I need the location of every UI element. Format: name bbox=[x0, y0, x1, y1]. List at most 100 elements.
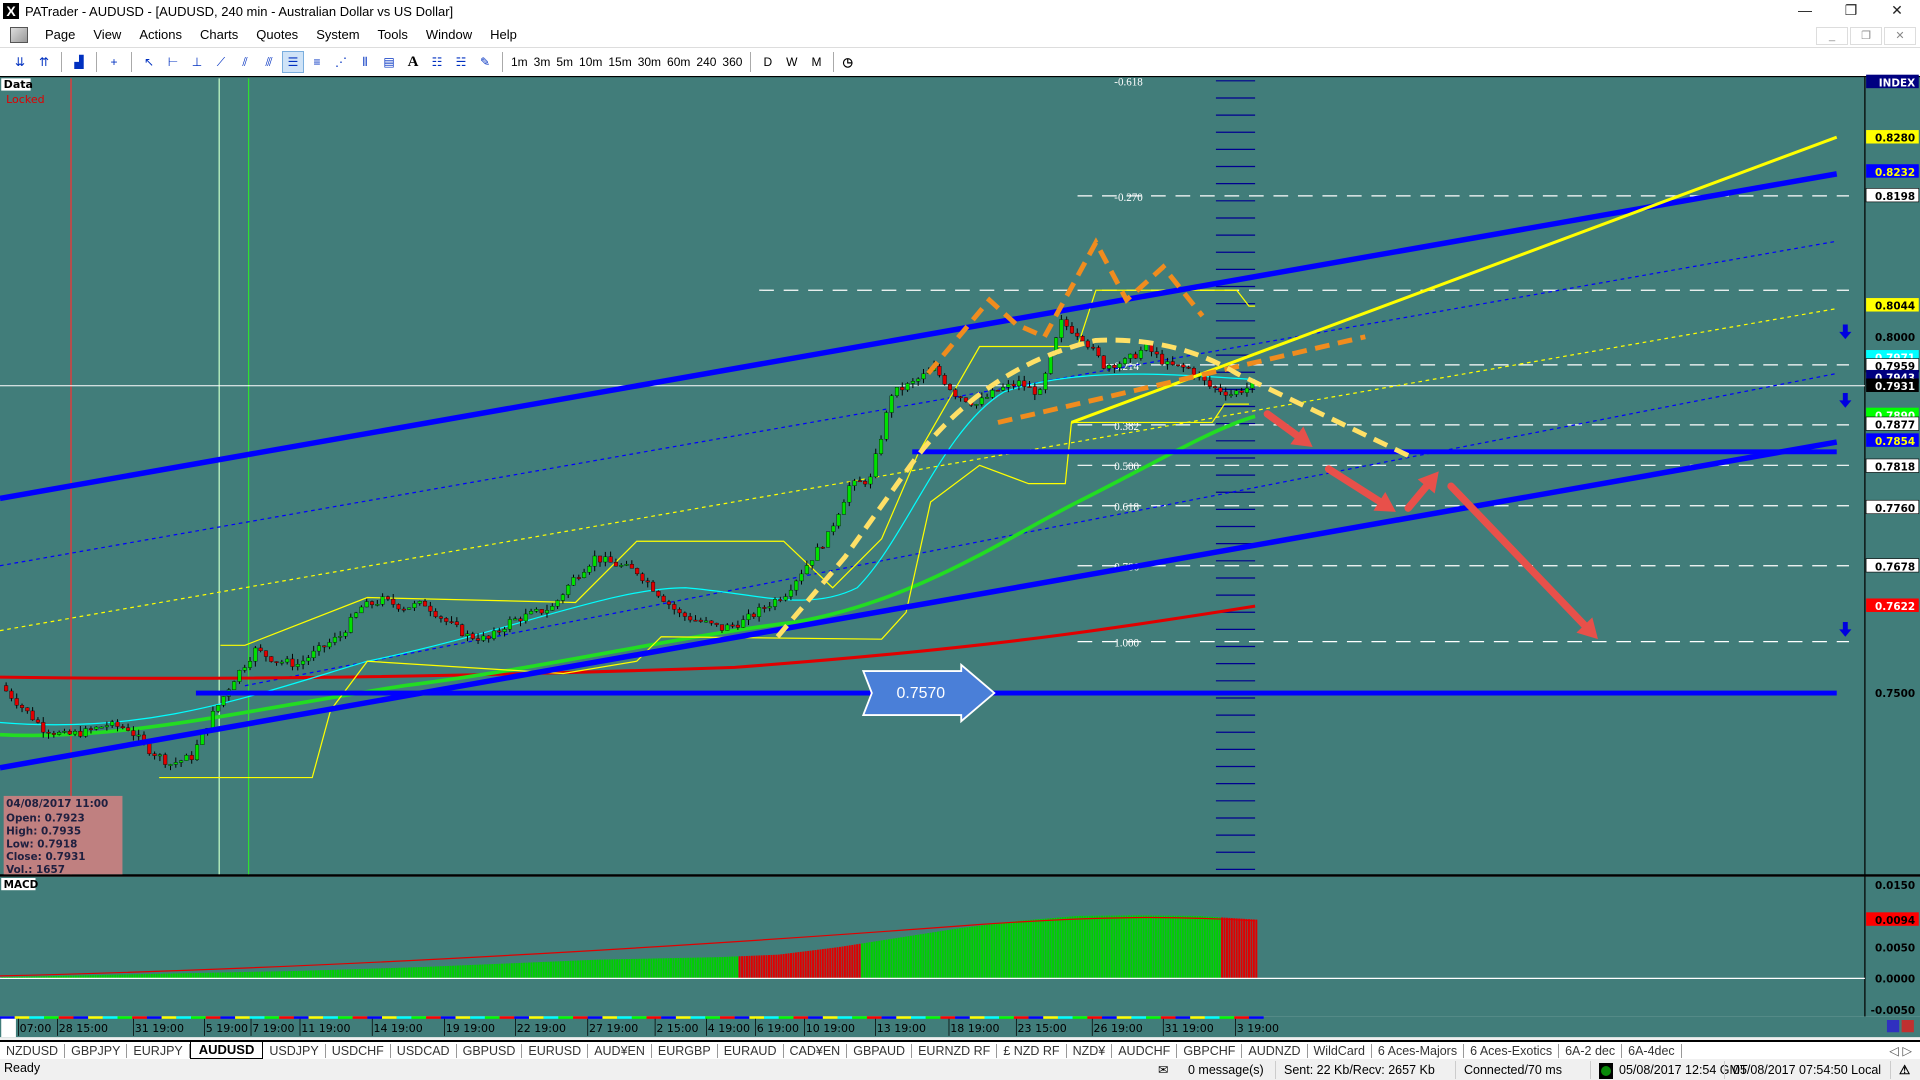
price-label-bg bbox=[1866, 164, 1919, 178]
close-button[interactable]: ✕ bbox=[1891, 2, 1903, 18]
horizontal-line-icon[interactable]: ⊢ bbox=[167, 55, 179, 69]
mail-icon[interactable]: ✉ bbox=[1158, 1063, 1169, 1077]
symbol-tab[interactable]: GBPAUD bbox=[847, 1043, 913, 1058]
symbol-tab[interactable]: GBPUSD bbox=[457, 1043, 523, 1058]
vertical-line-icon[interactable]: ⊥ bbox=[191, 55, 203, 69]
symbol-tab[interactable]: EURGBP bbox=[652, 1043, 718, 1058]
menu-actions[interactable]: Actions bbox=[139, 27, 182, 42]
candle-body bbox=[168, 764, 173, 766]
candle-body bbox=[115, 721, 120, 727]
session-color-bar bbox=[734, 1016, 750, 1019]
timeframe-1m[interactable]: 1m bbox=[511, 55, 528, 69]
histogram-icon[interactable]: ▤ bbox=[383, 55, 395, 69]
menu-system[interactable]: System bbox=[316, 27, 360, 42]
session-color-bar bbox=[176, 1016, 192, 1019]
mdi-close-button[interactable]: ✕ bbox=[1884, 27, 1916, 45]
mdi-minimize-button[interactable]: _ bbox=[1816, 27, 1848, 45]
zoom-in-icon[interactable]: ⇈ bbox=[38, 55, 50, 69]
symbol-tab[interactable]: 6A-4dec bbox=[1622, 1043, 1682, 1058]
session-color-bar bbox=[1102, 1016, 1117, 1019]
symbol-tab[interactable]: NZD¥ bbox=[1067, 1043, 1113, 1058]
zoom-out-icon[interactable]: ⇊ bbox=[14, 55, 26, 69]
regression-channel-icon[interactable]: ⫻ bbox=[265, 54, 273, 69]
symbol-tab[interactable]: £ NZD RF bbox=[997, 1043, 1067, 1058]
draw-pen-icon[interactable]: ✎ bbox=[479, 55, 491, 69]
timeframe-240[interactable]: 240 bbox=[696, 55, 717, 69]
warning-icon[interactable]: ⚠ bbox=[1890, 1061, 1910, 1079]
timeframe-30m[interactable]: 30m bbox=[637, 55, 662, 69]
menu-tools[interactable]: Tools bbox=[377, 27, 408, 42]
candle-body bbox=[953, 389, 958, 397]
timeframe-10m[interactable]: 10m bbox=[579, 55, 603, 69]
candle-body bbox=[1096, 347, 1101, 357]
menu-help[interactable]: Help bbox=[490, 27, 517, 42]
symbol-tab[interactable]: AUD¥EN bbox=[588, 1043, 652, 1058]
time-scroll-handle[interactable] bbox=[1, 1018, 16, 1038]
menu-quotes[interactable]: Quotes bbox=[256, 27, 299, 42]
menu-page[interactable]: Page bbox=[45, 27, 76, 42]
mdi-restore-button[interactable]: ❐ bbox=[1850, 27, 1882, 45]
price-label-bg bbox=[1866, 378, 1919, 392]
symbol-tab[interactable]: USDJPY bbox=[263, 1043, 326, 1058]
symbol-tab[interactable]: WildCard bbox=[1308, 1043, 1372, 1058]
symbol-tab[interactable]: USDCHF bbox=[326, 1043, 391, 1058]
menu-charts[interactable]: Charts bbox=[199, 27, 239, 42]
candle-body bbox=[269, 656, 274, 662]
clock-icon[interactable]: ◷ bbox=[842, 55, 853, 69]
timeframe-60m[interactable]: 60m bbox=[667, 55, 691, 69]
symbol-tab[interactable]: EURAUD bbox=[718, 1043, 784, 1058]
price-axis-label: 0.7678 bbox=[1875, 561, 1915, 573]
pat-icon[interactable]: ☷ bbox=[431, 55, 443, 69]
pointer-icon[interactable]: ↖ bbox=[143, 55, 155, 69]
restore-button[interactable]: ❐ bbox=[1844, 2, 1858, 18]
symbol-tab[interactable]: GBPCHF bbox=[1177, 1043, 1243, 1058]
fibonacci-extension-icon[interactable]: ≡ bbox=[313, 55, 321, 69]
indicator-icon[interactable]: ▟ bbox=[74, 55, 84, 69]
chart-app-icon[interactable] bbox=[10, 26, 28, 43]
timeframe-360[interactable]: 360 bbox=[722, 55, 743, 69]
symbol-tab[interactable]: AUDUSD bbox=[189, 1042, 264, 1059]
candle-body bbox=[672, 604, 677, 610]
symbol-tab[interactable]: AUDNZD bbox=[1242, 1043, 1308, 1058]
symbol-tab[interactable]: 6 Aces-Majors bbox=[1372, 1043, 1465, 1058]
fibonacci-retracement-icon[interactable]: ☰ bbox=[282, 51, 304, 73]
timeframe-15m[interactable]: 15m bbox=[608, 55, 632, 69]
price-label-bg bbox=[1865, 188, 1920, 203]
symbol-tab[interactable]: 6A-2 dec bbox=[1559, 1043, 1623, 1058]
session-color-bar bbox=[249, 1016, 265, 1019]
period-W[interactable]: W bbox=[786, 55, 798, 69]
symbol-tab[interactable]: NZDUSD bbox=[0, 1043, 66, 1058]
menu-view[interactable]: View bbox=[93, 27, 122, 42]
scroll-left-button[interactable] bbox=[1886, 1020, 1900, 1033]
timeframe-5m[interactable]: 5m bbox=[556, 55, 574, 69]
status-messages[interactable]: 0 message(s) bbox=[1188, 1063, 1264, 1077]
symbol-tab[interactable]: AUDCHF bbox=[1112, 1043, 1178, 1058]
period-M[interactable]: M bbox=[811, 55, 822, 69]
symbol-tab[interactable]: GBPJPY bbox=[65, 1043, 128, 1058]
rsi-icon[interactable]: ☵ bbox=[455, 55, 467, 69]
symbol-tab[interactable]: EURJPY bbox=[127, 1043, 190, 1058]
scroll-right-button[interactable] bbox=[1901, 1020, 1914, 1033]
symbol-tab[interactable]: CAD¥EN bbox=[784, 1043, 848, 1058]
macd-axis-label: 0.0050 bbox=[1875, 942, 1915, 954]
gann-fan-icon[interactable]: ⋰ bbox=[335, 55, 347, 69]
crosshair-icon[interactable]: + bbox=[110, 55, 118, 69]
period-D[interactable]: D bbox=[763, 55, 773, 69]
candle-body bbox=[465, 633, 470, 636]
symbol-tab[interactable]: EURNZD RF bbox=[912, 1043, 998, 1058]
session-color-bar bbox=[999, 1016, 1014, 1019]
channel-icon[interactable]: ⫽ bbox=[242, 54, 248, 69]
minimize-button[interactable]: — bbox=[1798, 2, 1812, 18]
text-icon[interactable]: A bbox=[407, 53, 419, 70]
symbol-tab[interactable]: 6 Aces-Exotics bbox=[1464, 1043, 1560, 1058]
symbol-tab[interactable]: EURUSD bbox=[522, 1043, 589, 1058]
tab-scroll-arrows[interactable]: ◁ ▷ bbox=[1889, 1044, 1912, 1058]
session-color-bar bbox=[367, 1016, 383, 1019]
timeframe-3m[interactable]: 3m bbox=[533, 55, 551, 69]
symbol-tab[interactable]: USDCAD bbox=[391, 1043, 457, 1058]
cycle-lines-icon[interactable]: ⦀ bbox=[362, 54, 368, 69]
trendline-icon[interactable]: ⟋ bbox=[216, 54, 226, 69]
menu-window[interactable]: Window bbox=[425, 27, 473, 42]
candle-body bbox=[693, 619, 698, 622]
